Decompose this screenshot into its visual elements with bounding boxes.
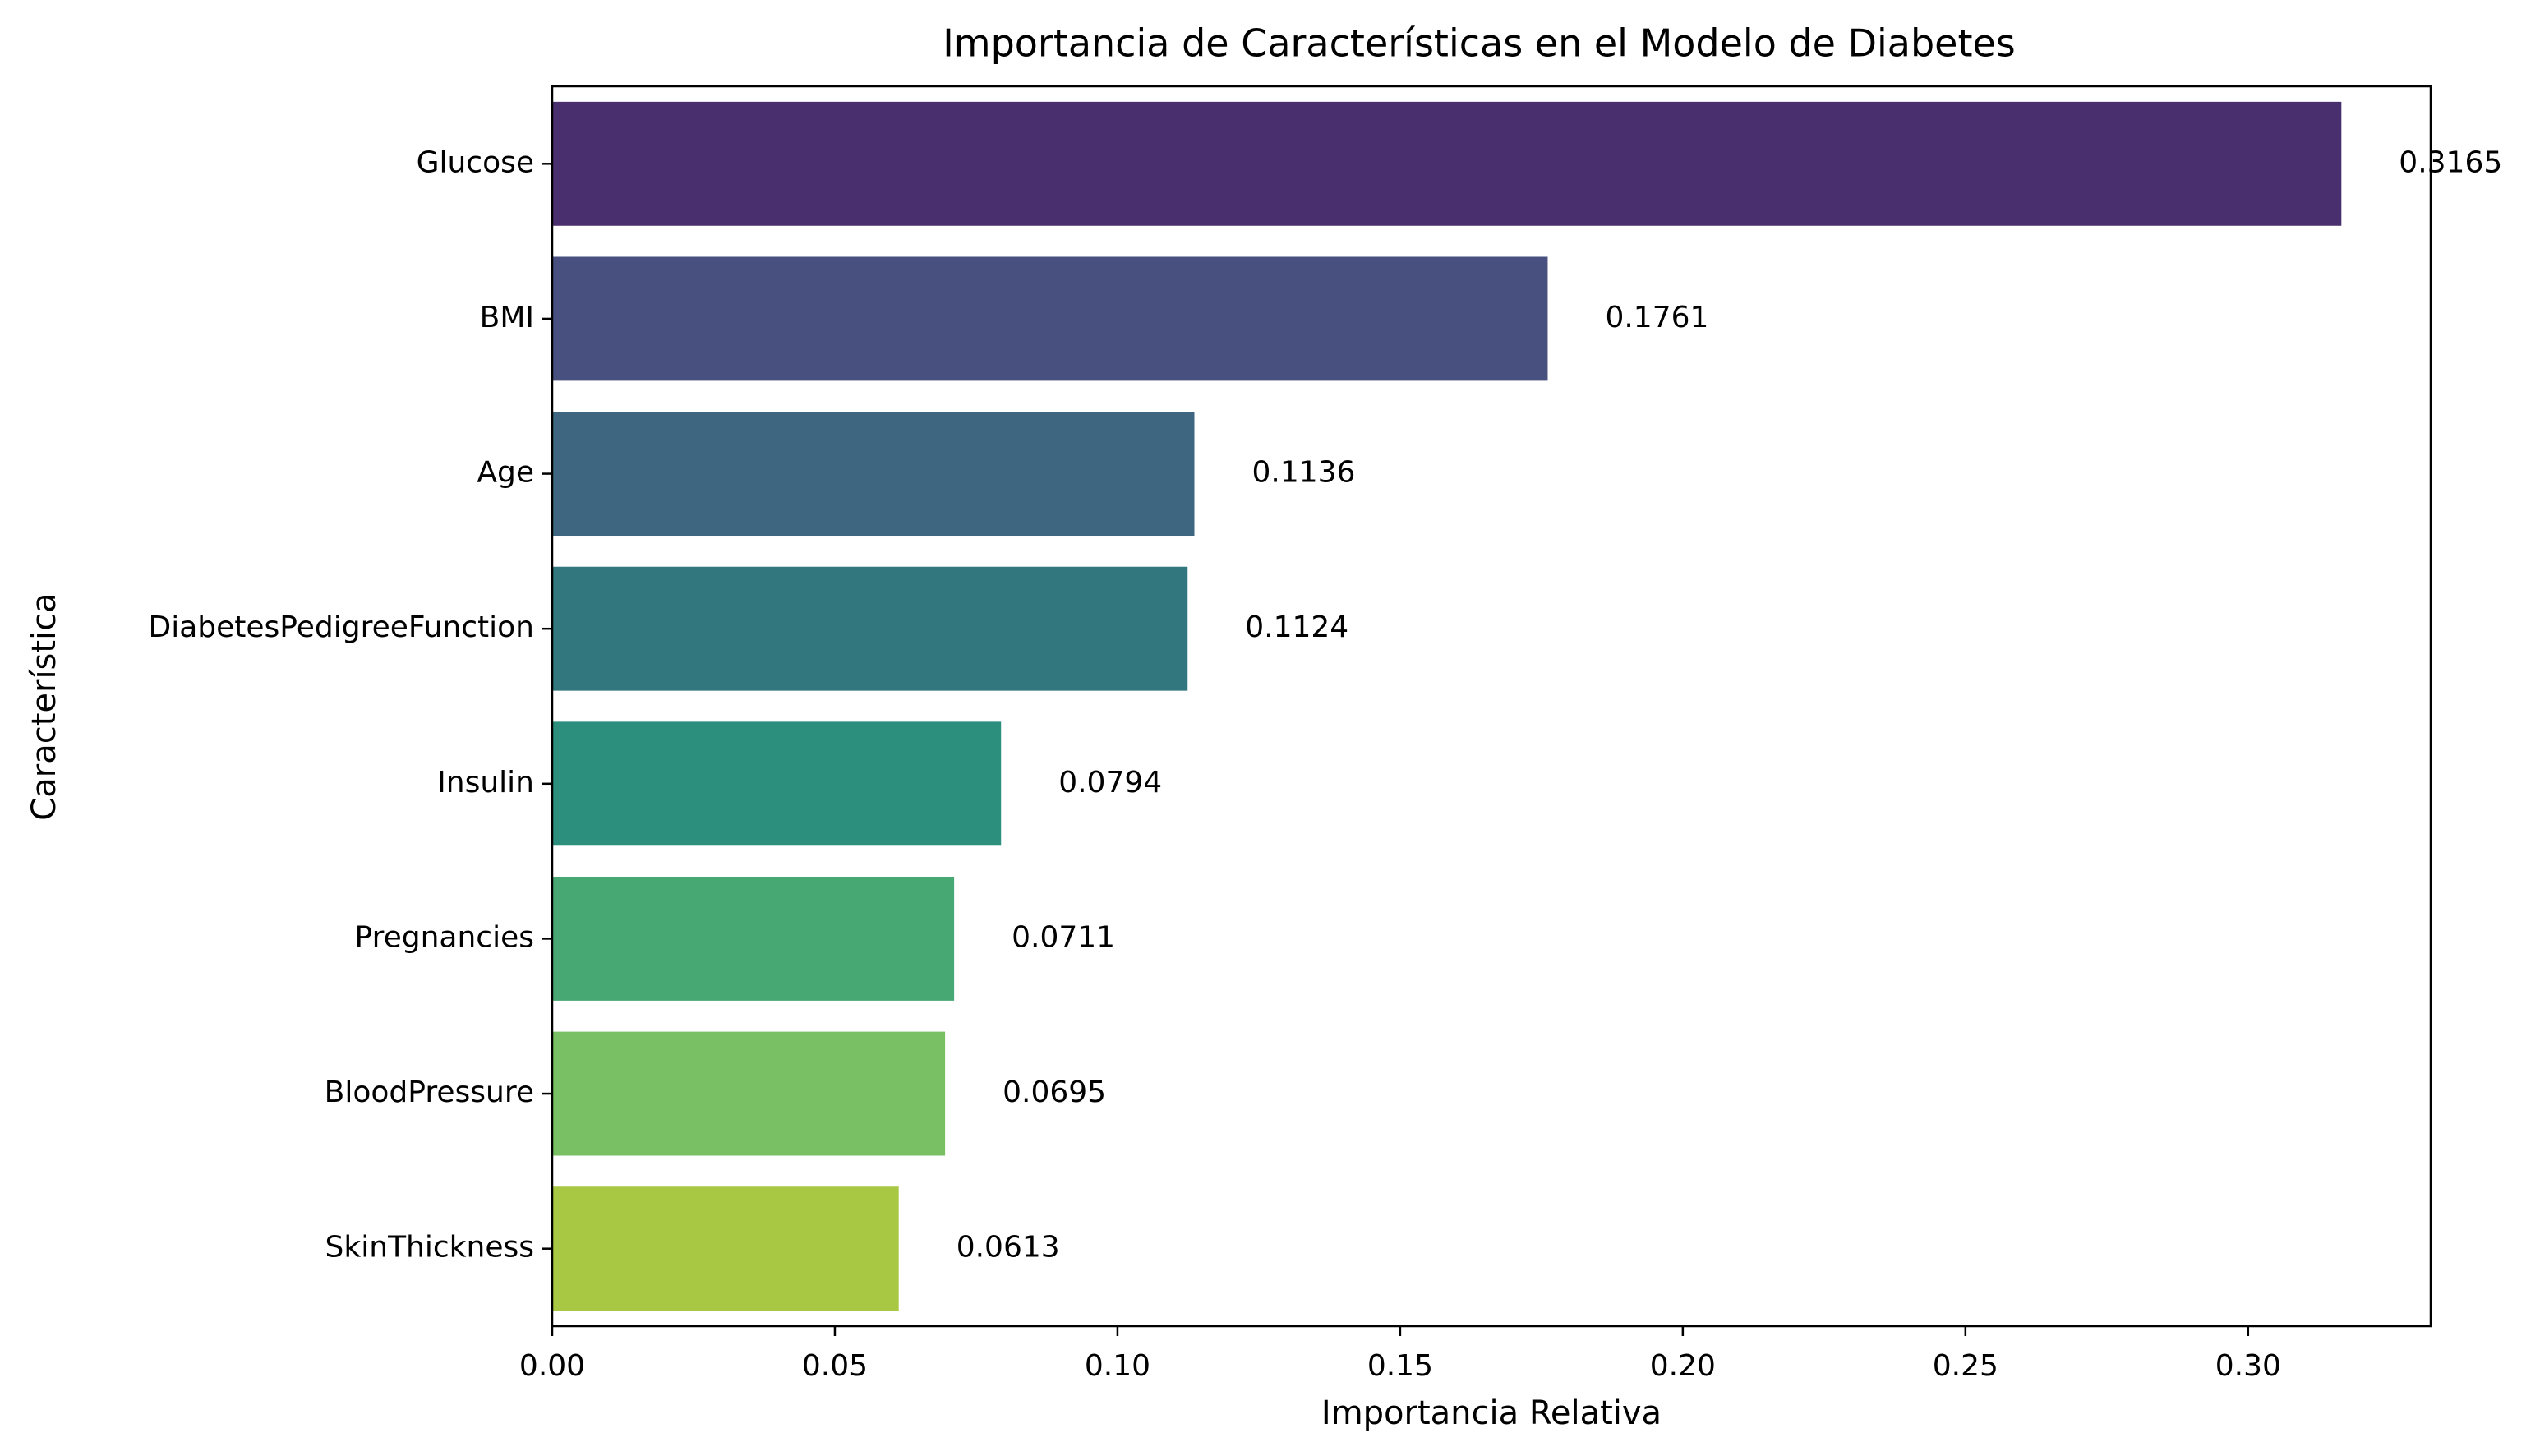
- value-labels-layer: 0.3165 0.1761 0.1136 0.1124 0.0794 0.0711 0.06…: [956, 145, 2503, 1264]
- y-tick-label: DiabetesPedigreeFunction: [148, 611, 534, 644]
- bar-value-label: 0.0695: [1003, 1076, 1106, 1109]
- chart-title: Importancia de Características en el Mod…: [943, 21, 2016, 66]
- x-tick-label: 0.30: [2215, 1349, 2281, 1383]
- y-tick-label: Pregnancies: [355, 920, 534, 954]
- x-tick-label: 0.15: [1367, 1349, 1433, 1383]
- y-tick-label: Age: [477, 456, 534, 490]
- x-tick-label: 0.00: [519, 1349, 585, 1383]
- x-tick-label: 0.20: [1650, 1349, 1716, 1383]
- x-tick-label: 0.10: [1085, 1349, 1150, 1383]
- y-tick-label: BloodPressure: [325, 1076, 534, 1109]
- x-axis-label: Importancia Relativa: [1321, 1394, 1662, 1432]
- bar: [552, 721, 1002, 846]
- bar: [552, 412, 1195, 537]
- x-tick-label: 0.25: [1933, 1349, 1998, 1383]
- y-tick-label: Glucose: [417, 145, 534, 179]
- y-tick-label: SkinThickness: [325, 1231, 534, 1265]
- bar-value-label: 0.1136: [1251, 456, 1355, 490]
- y-axis-label: Característica: [25, 592, 63, 820]
- bar: [552, 566, 1188, 691]
- y-tick-label: BMI: [480, 301, 534, 334]
- bar: [552, 101, 2342, 226]
- x-axis: 0.00 0.05 0.10 0.15 0.20 0.25 0.30: [519, 1326, 2281, 1383]
- bar-value-label: 0.1761: [1605, 301, 1708, 334]
- bar-value-label: 0.1124: [1245, 611, 1348, 644]
- bar: [552, 1031, 946, 1156]
- bar-value-label: 0.0794: [1058, 766, 1162, 799]
- plot-frame: [551, 85, 2432, 1328]
- bars-layer: [552, 101, 2342, 1311]
- bar-value-label: 0.0711: [1012, 920, 1115, 954]
- bar: [552, 1186, 899, 1311]
- bar: [552, 876, 955, 1001]
- bar-value-label: 0.3165: [2399, 145, 2502, 179]
- y-axis: Glucose BMI Age DiabetesPedigreeFunction Ins…: [148, 145, 552, 1265]
- bar: [552, 256, 1548, 381]
- bar-value-label: 0.0613: [956, 1231, 1060, 1265]
- x-tick-label: 0.05: [802, 1349, 868, 1383]
- y-tick-label: Insulin: [437, 766, 534, 799]
